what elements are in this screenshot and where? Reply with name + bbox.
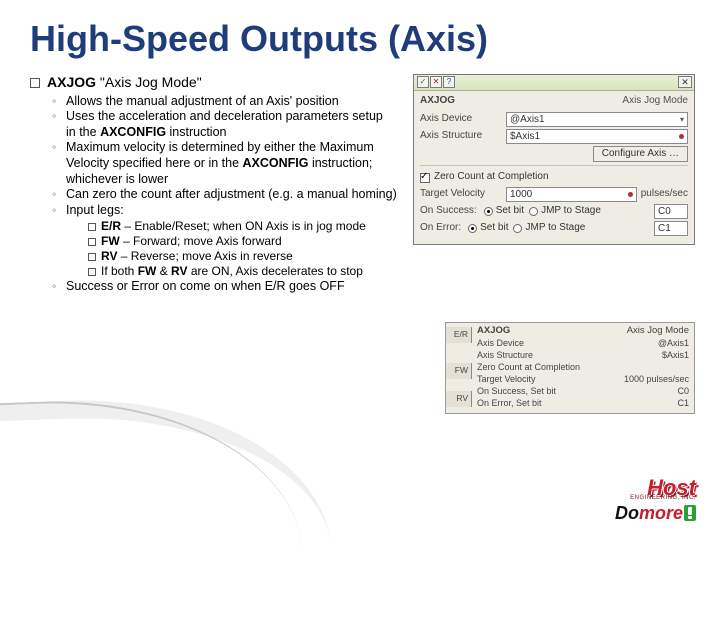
sub-1: ◦ Allows the manual adjustment of an Axi… bbox=[30, 94, 390, 110]
dialog-axjog: ✓ ✕ ? ✕ AXJOG Axis Jog Mode Axis Device … bbox=[413, 74, 695, 245]
cancel-icon[interactable]: ✕ bbox=[430, 76, 442, 88]
caret-icon: ◦ bbox=[52, 187, 60, 203]
caret-icon: ◦ bbox=[52, 279, 60, 295]
accept-icon[interactable]: ✓ bbox=[417, 76, 429, 88]
field-success-bit[interactable]: C0 bbox=[654, 204, 688, 219]
bullet-main: AXJOG "Axis Jog Mode" bbox=[30, 74, 390, 92]
radio-jmp[interactable] bbox=[513, 224, 522, 233]
caret-icon: ◦ bbox=[52, 109, 60, 125]
help-icon[interactable]: ? bbox=[443, 76, 455, 88]
rail-fw: FW bbox=[446, 363, 472, 379]
field-axis-device[interactable]: @Axis1▾ bbox=[506, 112, 688, 127]
radio-setbit[interactable] bbox=[484, 207, 493, 216]
caret-icon: ◦ bbox=[52, 140, 60, 156]
lbl-axis-struct: Axis Structure bbox=[420, 130, 506, 143]
close-icon[interactable]: ✕ bbox=[678, 76, 692, 88]
checkbox-icon bbox=[88, 223, 96, 231]
configure-axis-button[interactable]: Configure Axis … bbox=[593, 146, 688, 162]
lbl-target-velocity: Target Velocity bbox=[420, 188, 506, 201]
status-dot-icon bbox=[628, 192, 633, 197]
dlg-name: AXJOG bbox=[420, 95, 455, 108]
field-target-velocity[interactable]: 1000 bbox=[506, 187, 637, 202]
checkbox-icon bbox=[88, 268, 96, 276]
leg-fw: FW – Forward; move Axis forward bbox=[30, 234, 430, 249]
brand-block: Host ENGINEERING, INC. Domore bbox=[615, 479, 696, 524]
caret-icon: ◦ bbox=[52, 94, 60, 110]
status-dot-icon bbox=[679, 134, 684, 139]
leg-both: If both FW & RV are ON, Axis decelerates… bbox=[30, 264, 430, 279]
checkbox-icon bbox=[88, 253, 96, 261]
lbl-axis-device: Axis Device bbox=[420, 113, 506, 126]
dlg-mode: Axis Jog Mode bbox=[622, 95, 688, 108]
radio-jmp[interactable] bbox=[529, 207, 538, 216]
exclaim-icon bbox=[684, 505, 696, 521]
lbl-on-success: On Success: bbox=[420, 205, 477, 218]
caret-icon: ◦ bbox=[52, 203, 60, 219]
inset-ladder: E/R FW RV AXJOG Axis Jog Mode Axis Devic… bbox=[445, 322, 695, 414]
field-error-bit[interactable]: C1 bbox=[654, 221, 688, 236]
checkbox-zero[interactable] bbox=[420, 173, 430, 183]
checkbox-icon bbox=[88, 238, 96, 246]
leg-rv: RV – Reverse; move Axis in reverse bbox=[30, 249, 430, 264]
dialog-titlebar: ✓ ✕ ? ✕ bbox=[414, 75, 694, 91]
decorative-sweep bbox=[0, 393, 303, 588]
field-axis-struct[interactable]: $Axis1 bbox=[506, 129, 688, 144]
page-title: High-Speed Outputs (Axis) bbox=[30, 18, 690, 60]
domore-logo: Domore bbox=[615, 503, 696, 524]
unit: pulses/sec bbox=[641, 188, 688, 201]
lbl-on-error: On Error: bbox=[420, 222, 461, 235]
host-sub: ENGINEERING, INC. bbox=[615, 495, 696, 501]
sub-3: ◦ Maximum velocity is determined by eith… bbox=[30, 140, 390, 187]
leg-er: E/R – Enable/Reset; when ON Axis is in j… bbox=[30, 219, 430, 234]
rail-rv: RV bbox=[446, 391, 472, 407]
body: AXJOG "Axis Jog Mode" ◦ Allows the manua… bbox=[30, 74, 690, 294]
sub-6: ◦ Success or Error on come on when E/R g… bbox=[30, 279, 690, 295]
chevron-down-icon: ▾ bbox=[680, 113, 684, 126]
checkbox-icon bbox=[30, 78, 40, 88]
rail-er: E/R bbox=[446, 327, 472, 343]
sub-2: ◦ Uses the acceleration and deceleration… bbox=[30, 109, 390, 140]
lbl-zero: Zero Count at Completion bbox=[434, 171, 549, 184]
radio-setbit[interactable] bbox=[468, 224, 477, 233]
